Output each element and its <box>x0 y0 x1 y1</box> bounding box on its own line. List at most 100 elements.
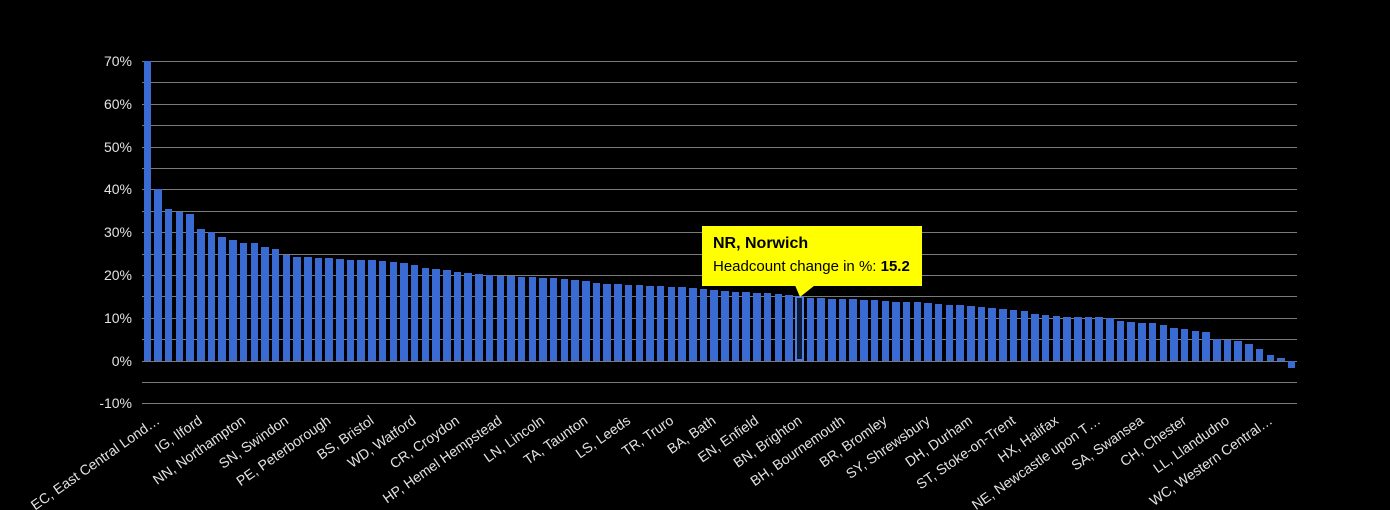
bar[interactable] <box>1223 340 1232 361</box>
bar[interactable] <box>517 276 526 361</box>
bar[interactable] <box>710 290 718 361</box>
bar[interactable] <box>678 287 686 361</box>
bar[interactable] <box>838 299 847 361</box>
bar[interactable] <box>902 302 911 361</box>
bar[interactable] <box>1074 316 1082 361</box>
bar[interactable] <box>528 277 537 361</box>
bar[interactable] <box>977 307 986 361</box>
bar[interactable] <box>689 288 697 361</box>
bar[interactable] <box>154 189 162 361</box>
bar[interactable] <box>956 305 964 361</box>
bar[interactable] <box>721 291 729 361</box>
bar[interactable] <box>560 279 569 361</box>
bar[interactable] <box>400 263 408 361</box>
bar[interactable] <box>271 249 280 361</box>
bar[interactable] <box>924 302 932 361</box>
bar[interactable] <box>1245 343 1253 361</box>
bar[interactable] <box>1127 322 1135 361</box>
bar[interactable] <box>485 275 494 361</box>
bar[interactable] <box>325 258 333 361</box>
bar-highlighted[interactable] <box>795 295 805 361</box>
bar[interactable] <box>1191 330 1200 361</box>
bar[interactable] <box>1052 316 1061 361</box>
bar[interactable] <box>763 293 772 361</box>
bar[interactable] <box>1084 317 1093 361</box>
bar[interactable] <box>314 257 323 361</box>
bar[interactable] <box>635 285 644 361</box>
bar[interactable] <box>624 284 633 361</box>
bar[interactable] <box>1020 311 1029 361</box>
bar[interactable] <box>250 243 259 361</box>
bar[interactable] <box>753 293 761 361</box>
bar[interactable] <box>806 297 815 361</box>
bar[interactable] <box>967 306 975 361</box>
bar[interactable] <box>667 287 676 361</box>
bar[interactable] <box>336 258 344 361</box>
bar[interactable] <box>817 298 825 361</box>
bar[interactable] <box>261 246 269 361</box>
bar[interactable] <box>453 271 462 361</box>
bar[interactable] <box>999 308 1007 361</box>
bar[interactable] <box>571 279 579 361</box>
bar[interactable] <box>892 301 900 361</box>
bar[interactable] <box>1170 327 1178 361</box>
bar[interactable] <box>860 299 868 361</box>
bar[interactable] <box>164 209 173 361</box>
bar[interactable] <box>1255 348 1264 361</box>
bar[interactable] <box>934 303 943 361</box>
bar[interactable] <box>175 211 184 361</box>
bar[interactable] <box>186 214 194 361</box>
bar[interactable] <box>549 278 558 361</box>
bar[interactable] <box>1138 322 1146 361</box>
bar[interactable] <box>1106 317 1114 361</box>
bar[interactable] <box>646 285 654 361</box>
bar[interactable] <box>368 260 376 361</box>
bar[interactable] <box>1095 317 1103 361</box>
bar[interactable] <box>293 256 301 361</box>
bar[interactable] <box>1159 324 1168 361</box>
bar[interactable] <box>870 300 879 361</box>
bar[interactable] <box>1287 360 1296 369</box>
bar[interactable] <box>1202 331 1210 361</box>
bar[interactable] <box>496 275 505 361</box>
bar[interactable] <box>1266 355 1275 361</box>
bar[interactable] <box>656 286 665 361</box>
bar[interactable] <box>207 231 216 361</box>
bar[interactable] <box>304 257 312 361</box>
bar[interactable] <box>1009 309 1018 361</box>
bar[interactable] <box>603 284 611 361</box>
bar[interactable] <box>282 255 291 361</box>
bar[interactable] <box>1063 316 1071 361</box>
bar[interactable] <box>539 278 547 361</box>
bar[interactable] <box>421 268 430 361</box>
bar[interactable] <box>507 276 515 361</box>
bar[interactable] <box>988 308 996 361</box>
bar[interactable] <box>849 299 857 361</box>
bar[interactable] <box>410 264 419 361</box>
bar[interactable] <box>582 281 590 361</box>
bar[interactable] <box>1277 357 1285 361</box>
bar[interactable] <box>346 259 355 361</box>
bar[interactable] <box>828 298 836 361</box>
bar[interactable] <box>443 270 451 361</box>
bar[interactable] <box>945 304 954 361</box>
bar[interactable] <box>475 273 483 361</box>
bar[interactable] <box>774 293 783 361</box>
bar[interactable] <box>1041 315 1050 361</box>
bar[interactable] <box>785 294 793 361</box>
bar[interactable] <box>389 262 398 361</box>
bar[interactable] <box>357 260 365 361</box>
bar[interactable] <box>731 291 740 361</box>
bar[interactable] <box>229 239 237 361</box>
bar[interactable] <box>1116 321 1125 361</box>
bar[interactable] <box>699 289 708 361</box>
bar[interactable] <box>913 302 922 361</box>
bar[interactable] <box>197 228 205 361</box>
bar[interactable] <box>881 301 890 361</box>
bar[interactable] <box>1180 329 1189 361</box>
bar[interactable] <box>614 284 622 361</box>
bar[interactable] <box>1031 313 1039 361</box>
bar[interactable] <box>239 242 248 361</box>
bar[interactable] <box>218 236 226 361</box>
bar[interactable] <box>378 261 387 361</box>
